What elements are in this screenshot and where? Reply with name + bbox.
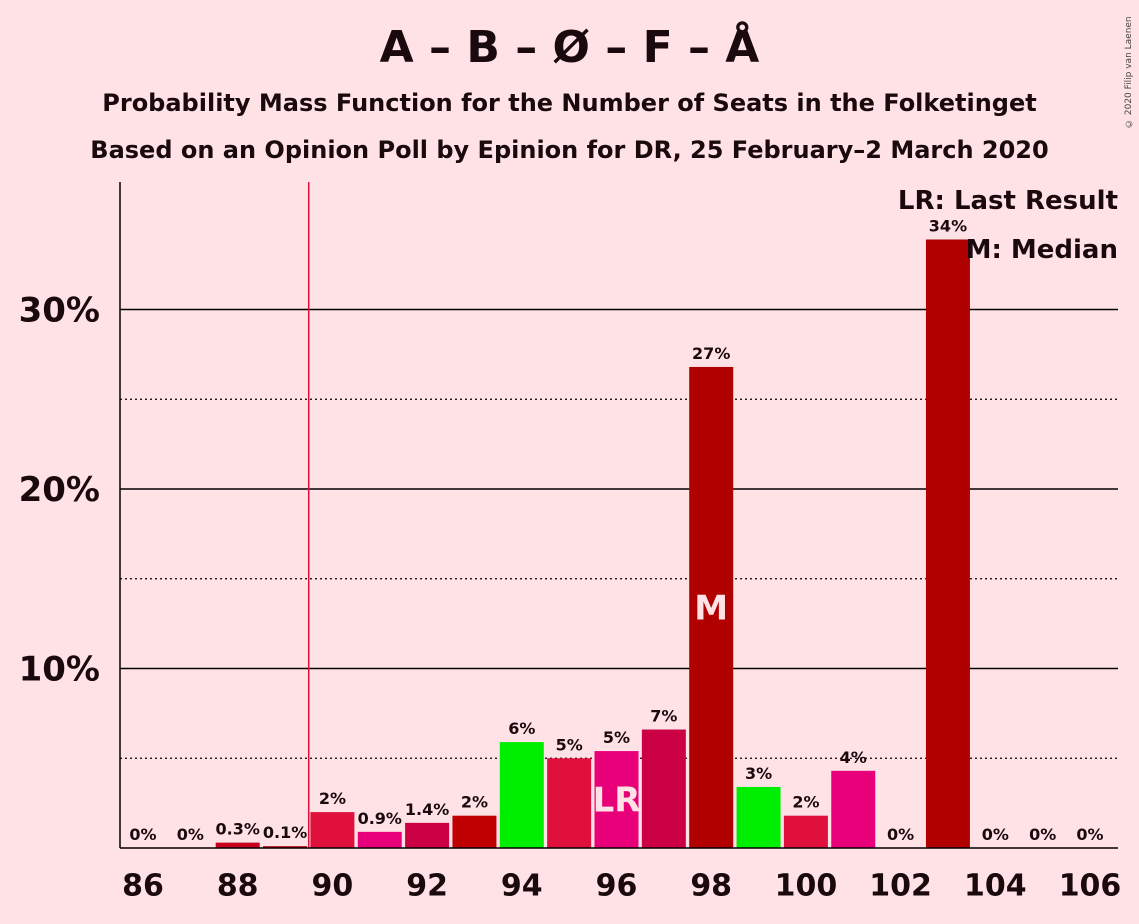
- bar-value-label: 0%: [1029, 825, 1056, 844]
- bar: [452, 815, 497, 848]
- y-tick-label: 20%: [19, 470, 100, 510]
- bar-value-label: 27%: [692, 344, 730, 363]
- bar-value-label: 34%: [929, 216, 967, 235]
- chart-source: Based on an Opinion Poll by Epinion for …: [90, 136, 1049, 164]
- bar: [783, 815, 828, 848]
- bar-value-label: 3%: [745, 764, 772, 783]
- bar-labels-group: 0% 0% 0.3% 0.1% 2% 0.9% 1.4% 2% 6% 5% 5% 7% 27% 3% 2% 4…: [129, 216, 1103, 844]
- x-tick-label: 102: [869, 869, 932, 904]
- x-tick-label: 88: [217, 869, 259, 904]
- bar: [405, 822, 450, 848]
- x-tick-label: 106: [1059, 869, 1122, 904]
- legend-group: LR: Last Result M: Median: [898, 186, 1118, 265]
- last-result-marker: LR: [593, 781, 641, 821]
- bar: [499, 742, 544, 848]
- bar-value-label: 7%: [650, 707, 677, 726]
- bar-value-label: 5%: [603, 728, 630, 747]
- bar-value-label: 0.1%: [263, 823, 307, 842]
- x-tick-label: 94: [501, 869, 543, 904]
- bar: [263, 846, 308, 848]
- bar-value-label: 0%: [129, 825, 156, 844]
- x-tick-label: 100: [775, 869, 838, 904]
- legend-median: M: Median: [966, 235, 1118, 265]
- bar: [357, 831, 402, 848]
- bar-value-label: 2%: [792, 793, 819, 812]
- bar: [215, 842, 260, 848]
- bar: [831, 770, 876, 848]
- bar-value-label: 0.3%: [216, 820, 260, 839]
- y-tick-label: 10%: [19, 650, 100, 690]
- bar: [547, 758, 592, 848]
- bar-value-label: 0%: [177, 825, 204, 844]
- chart-subtitle: Probability Mass Function for the Number…: [102, 89, 1037, 117]
- bar-value-label: 4%: [840, 748, 867, 767]
- bar-value-label: 5%: [556, 735, 583, 754]
- bar: [641, 729, 686, 848]
- x-tick-label: 90: [312, 869, 354, 904]
- chart-title: A – B – Ø – F – Å: [379, 22, 760, 73]
- bar-value-label: 1.4%: [405, 800, 449, 819]
- x-tick-label: 98: [690, 869, 732, 904]
- median-marker: M: [694, 588, 728, 628]
- bar-value-label: 0%: [982, 825, 1009, 844]
- x-tick-label: 96: [596, 869, 638, 904]
- bar: [925, 239, 970, 848]
- bars-group: [215, 239, 970, 848]
- axes-group: 10% 20% 30% 86 88 90 92 94 96 98 100 102 104 106: [19, 182, 1122, 904]
- bar-value-label: 2%: [319, 789, 346, 808]
- x-tick-label: 86: [122, 869, 164, 904]
- legend-last-result: LR: Last Result: [898, 186, 1118, 216]
- y-tick-label: 30%: [19, 291, 100, 331]
- bar-value-label: 2%: [461, 793, 488, 812]
- bar: [689, 366, 734, 848]
- bar: [310, 812, 355, 848]
- bar-value-label: 0%: [1076, 825, 1103, 844]
- bar-value-label: 0%: [887, 825, 914, 844]
- bar: [736, 786, 781, 848]
- x-tick-label: 104: [964, 869, 1027, 904]
- bar: [594, 751, 639, 848]
- x-tick-label: 92: [406, 869, 448, 904]
- bar-value-label: 6%: [508, 719, 535, 738]
- bar-value-label: 0.9%: [358, 809, 402, 828]
